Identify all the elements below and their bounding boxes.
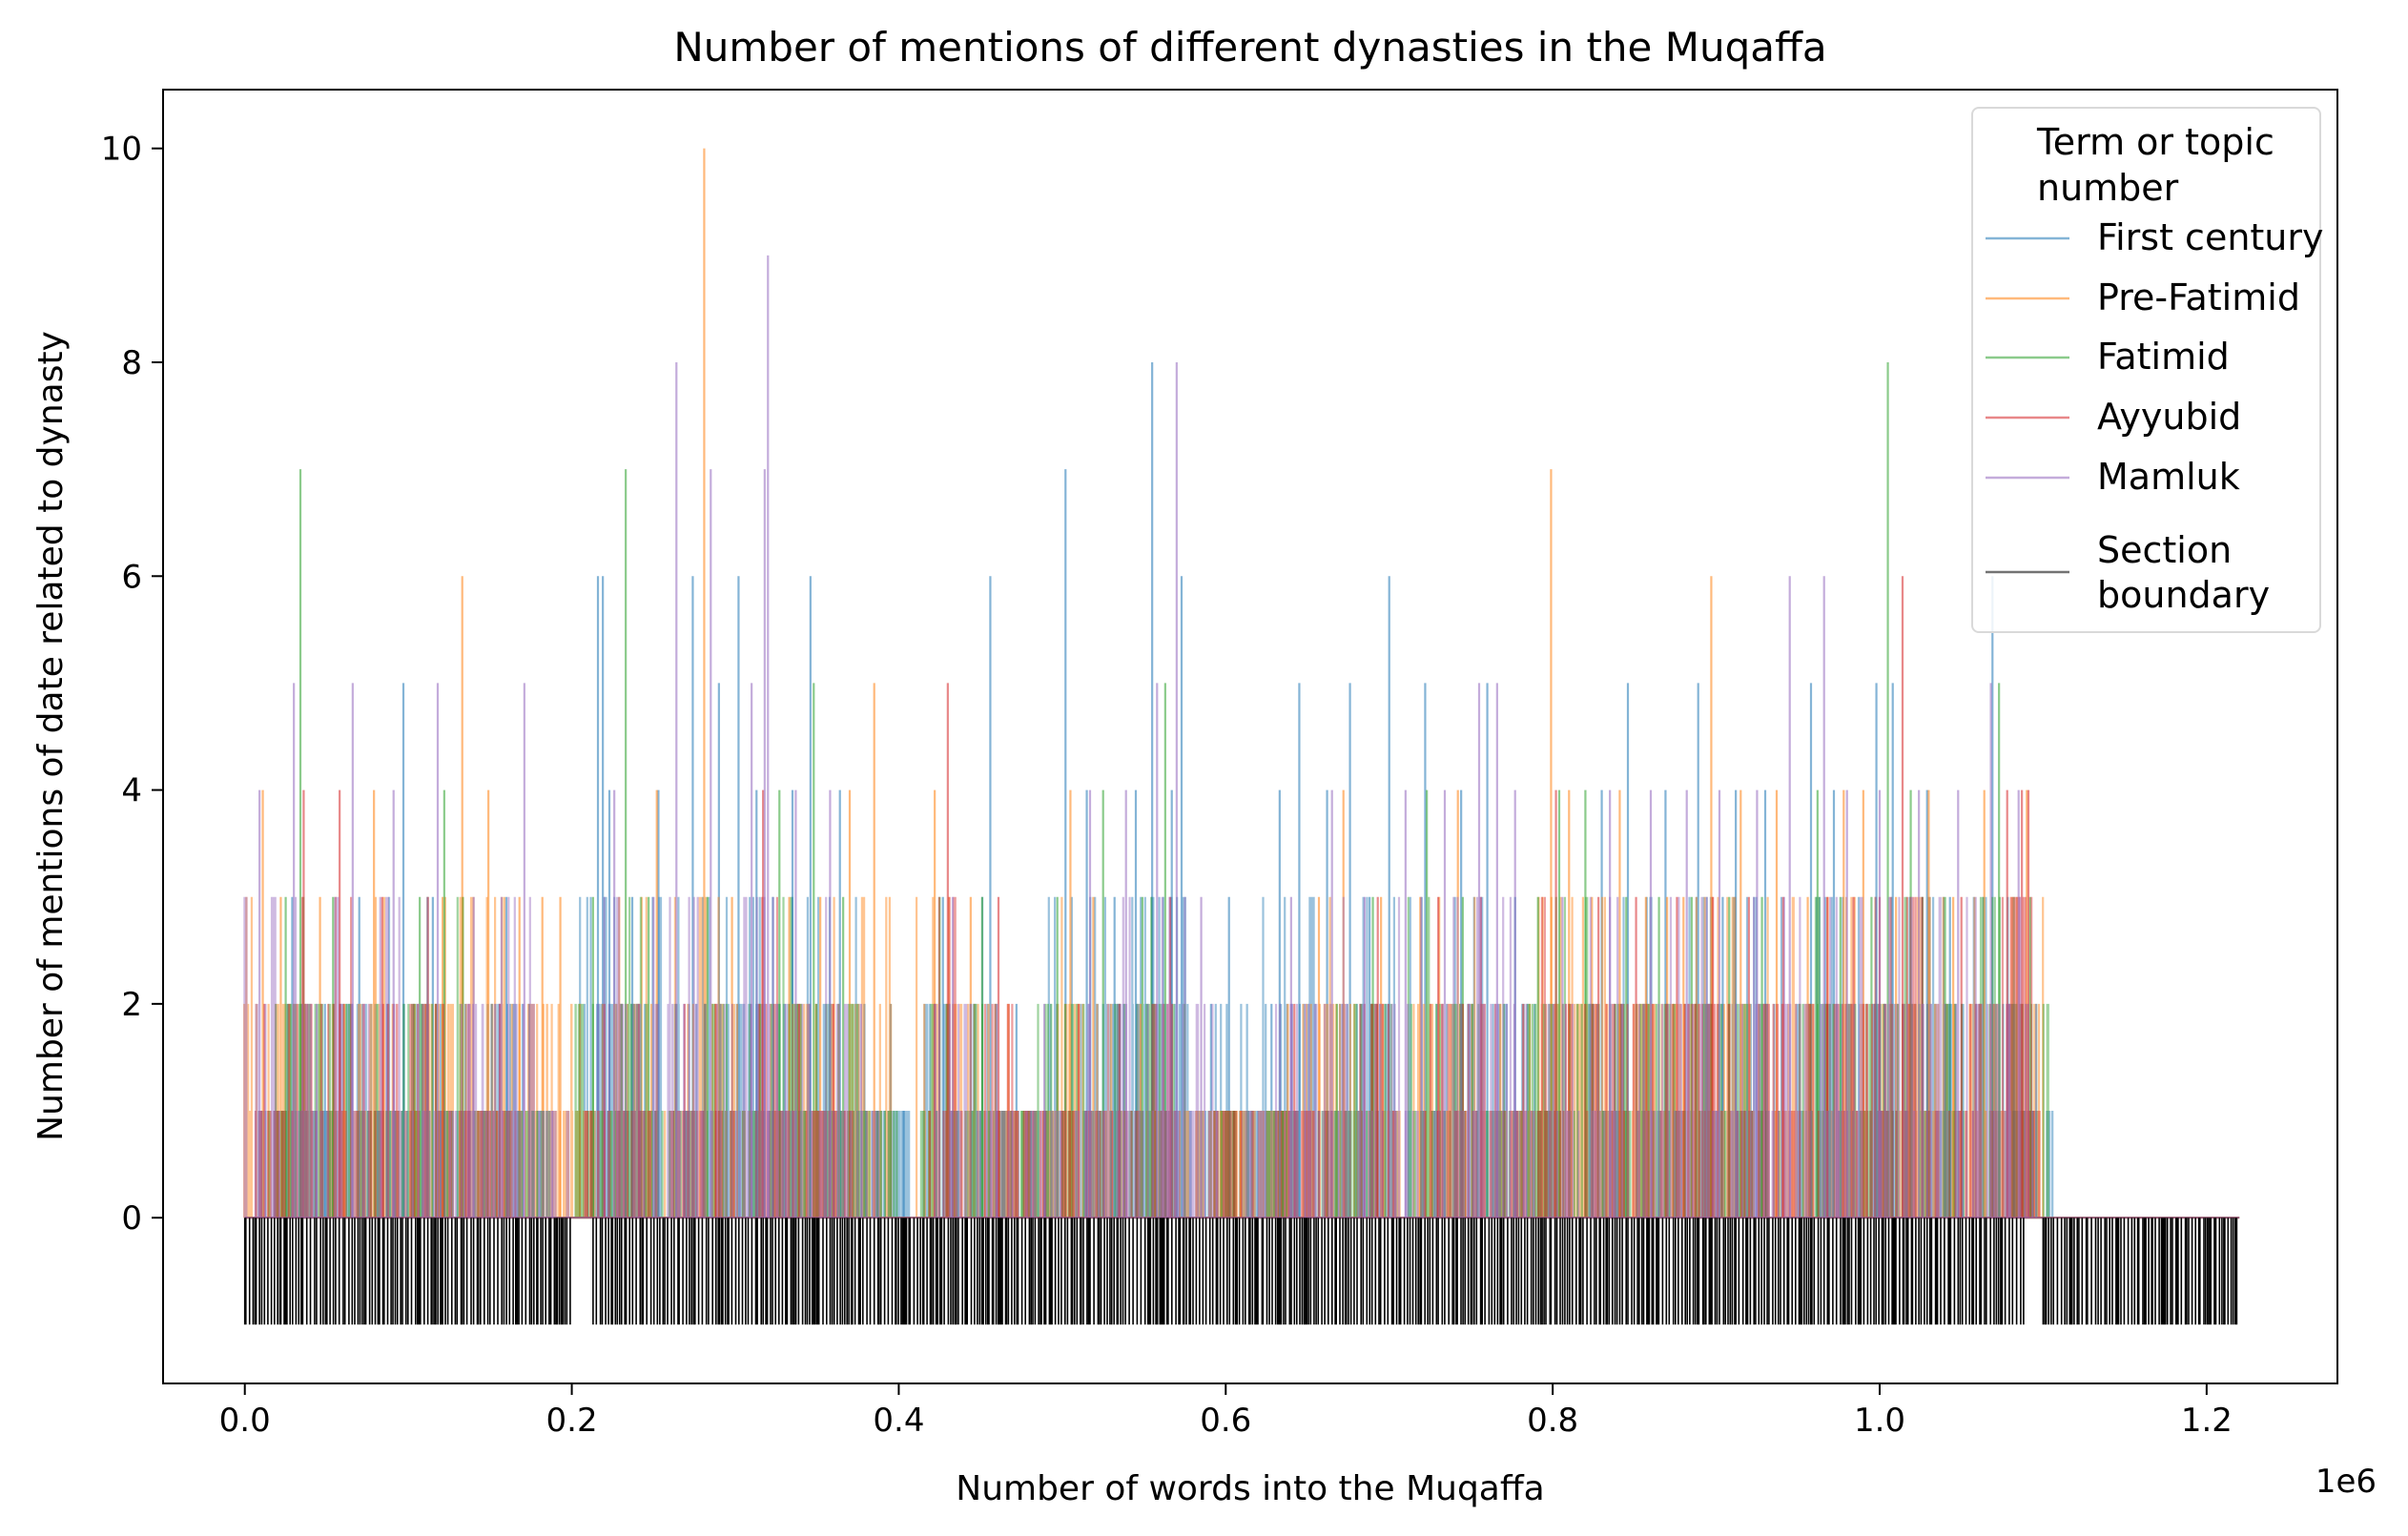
y-tick-label: 8 bbox=[121, 344, 142, 382]
series-mamluk bbox=[243, 255, 2240, 1219]
series-texture bbox=[255, 896, 2041, 1219]
y-tick-label: 10 bbox=[101, 131, 142, 169]
legend-label: Section bbox=[2097, 529, 2232, 571]
x-tick-label: 0.4 bbox=[873, 1402, 924, 1440]
legend-label: Mamluk bbox=[2097, 456, 2240, 498]
chart-title: Number of mentions of different dynastie… bbox=[673, 24, 1826, 71]
legend-label: boundary bbox=[2097, 574, 2270, 616]
section-boundary-marks bbox=[243, 1218, 2238, 1325]
legend-label: Ayyubid bbox=[2097, 396, 2241, 438]
y-tick-label: 6 bbox=[121, 558, 142, 596]
x-tick-label: 0.8 bbox=[1527, 1402, 1578, 1440]
series-first-century bbox=[244, 361, 2240, 1219]
legend-label: Fatimid bbox=[2097, 336, 2230, 378]
y-axis-label: Number of mentions of date related to dy… bbox=[31, 331, 71, 1141]
y-tick-label: 2 bbox=[121, 986, 142, 1024]
series-ayyubid bbox=[244, 576, 2240, 1219]
x-tick-label: 0.0 bbox=[219, 1402, 271, 1440]
x-axis-ticks: 0.0 0.2 0.4 0.6 0.8 1.0 1.2 bbox=[219, 1383, 2233, 1440]
y-tick-label: 4 bbox=[121, 772, 142, 810]
legend-label: First century bbox=[2097, 216, 2324, 258]
series-fatimid bbox=[244, 361, 2240, 1219]
legend-label: Pre-Fatimid bbox=[2097, 276, 2300, 318]
plot-frame bbox=[162, 89, 2338, 1384]
x-tick-label: 0.2 bbox=[546, 1402, 598, 1440]
y-axis-ticks: 0 2 4 6 8 10 bbox=[101, 131, 163, 1238]
section-boundary-layer bbox=[243, 1218, 2238, 1325]
series-layer bbox=[243, 148, 2240, 1219]
legend: Term or topic number First century Pre-Fa… bbox=[1971, 107, 2324, 633]
series-section-boundary bbox=[243, 1218, 2238, 1325]
legend-entries: First century Pre-Fatimid Fatimid Ayyubid Ma… bbox=[1986, 216, 2324, 616]
legend-title-line-1: Term or topic bbox=[2036, 121, 2274, 163]
y-tick-label: 0 bbox=[121, 1199, 142, 1238]
x-axis-label: Number of words into the Muqaffa bbox=[956, 1469, 1544, 1508]
series-texture bbox=[267, 896, 2049, 1219]
legend-title-line-2: number bbox=[2037, 167, 2179, 209]
x-axis-offset-label: 1e6 bbox=[2315, 1463, 2377, 1501]
x-tick-label: 1.0 bbox=[1854, 1402, 1905, 1440]
x-tick-label: 1.2 bbox=[2181, 1402, 2233, 1440]
x-tick-label: 0.6 bbox=[1200, 1402, 1251, 1440]
